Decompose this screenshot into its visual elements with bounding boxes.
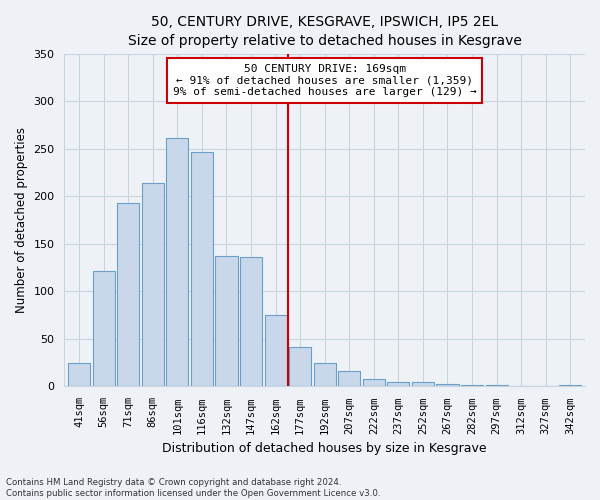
Bar <box>338 371 361 386</box>
Bar <box>314 362 336 386</box>
Y-axis label: Number of detached properties: Number of detached properties <box>15 127 28 313</box>
Bar <box>363 379 385 386</box>
Bar <box>117 203 139 386</box>
Bar <box>92 272 115 386</box>
Bar <box>68 362 90 386</box>
Bar <box>388 382 409 386</box>
Bar <box>436 384 458 386</box>
Bar <box>289 348 311 387</box>
Bar <box>412 382 434 386</box>
Text: 50 CENTURY DRIVE: 169sqm
← 91% of detached houses are smaller (1,359)
9% of semi: 50 CENTURY DRIVE: 169sqm ← 91% of detach… <box>173 64 476 97</box>
Bar <box>240 257 262 386</box>
Bar <box>166 138 188 386</box>
Bar <box>191 152 213 386</box>
Bar <box>142 183 164 386</box>
Bar <box>215 256 238 386</box>
X-axis label: Distribution of detached houses by size in Kesgrave: Distribution of detached houses by size … <box>163 442 487 455</box>
Text: Contains HM Land Registry data © Crown copyright and database right 2024.
Contai: Contains HM Land Registry data © Crown c… <box>6 478 380 498</box>
Title: 50, CENTURY DRIVE, KESGRAVE, IPSWICH, IP5 2EL
Size of property relative to detac: 50, CENTURY DRIVE, KESGRAVE, IPSWICH, IP… <box>128 15 521 48</box>
Bar <box>265 315 287 386</box>
